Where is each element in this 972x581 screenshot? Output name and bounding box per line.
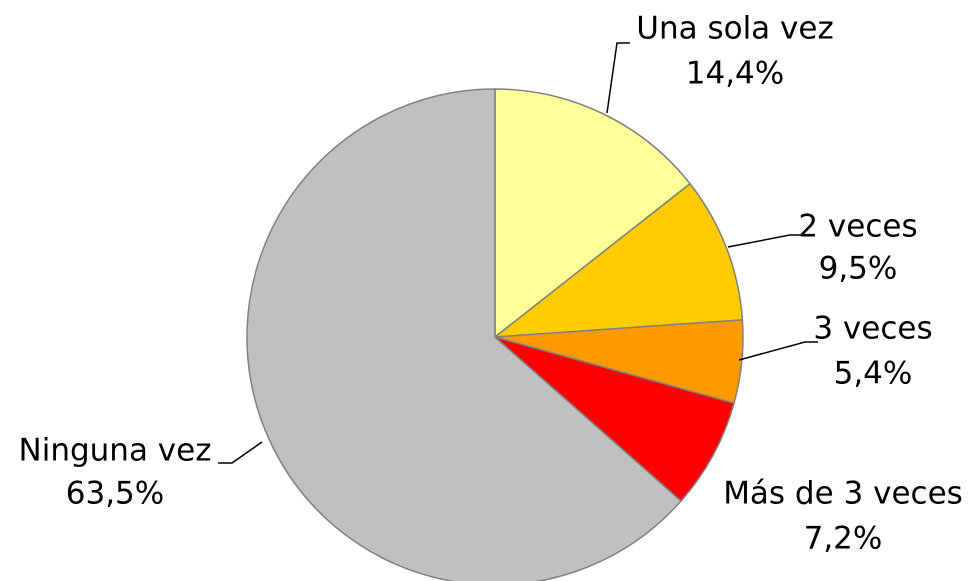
slice-label: Una sola vez xyxy=(636,11,833,47)
pie-slice xyxy=(246,88,683,581)
slice-value: 14,4% xyxy=(686,56,784,92)
pie-slice xyxy=(492,182,744,338)
slice-label: 2 veces xyxy=(798,209,917,245)
slice-value: 9,5% xyxy=(819,251,898,287)
slice-value: 5,4% xyxy=(834,356,913,392)
pie-slice xyxy=(494,336,735,503)
slice-value: 63,5% xyxy=(66,476,164,512)
slice-label: Más de 3 veces xyxy=(723,476,963,512)
slice-label: Ninguna vez xyxy=(19,433,212,469)
leader-line xyxy=(727,234,802,248)
leader-line xyxy=(738,341,818,361)
leader-line xyxy=(606,42,630,114)
leader-line xyxy=(218,441,263,464)
slice-label: 3 veces xyxy=(813,311,932,347)
slice-value: 7,2% xyxy=(804,521,883,557)
pie-slice xyxy=(494,88,692,339)
